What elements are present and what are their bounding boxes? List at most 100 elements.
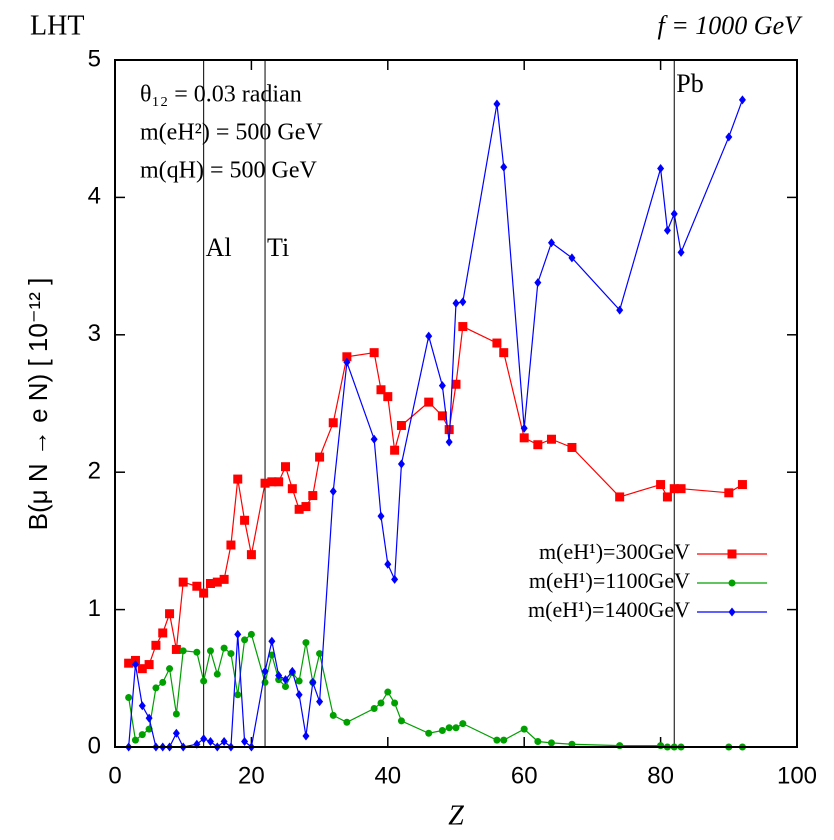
legend-marker (727, 549, 737, 559)
point (390, 445, 400, 455)
point (547, 739, 555, 747)
point (493, 99, 501, 109)
point (172, 710, 180, 718)
x-tick-label: 0 (108, 762, 121, 789)
point (219, 574, 229, 584)
point (425, 729, 433, 737)
x-tick-label: 60 (511, 762, 538, 789)
point (234, 629, 242, 639)
point (397, 459, 405, 469)
point (676, 484, 686, 494)
point (499, 348, 509, 358)
annotation: m(qH) = 500 GeV (140, 158, 318, 184)
point (459, 720, 467, 728)
point (267, 477, 277, 487)
point (425, 331, 433, 341)
point (287, 484, 297, 494)
point (295, 677, 303, 685)
point (246, 550, 256, 560)
point (131, 736, 139, 744)
point (534, 278, 542, 288)
x-tick-label: 80 (647, 762, 674, 789)
point (213, 670, 221, 678)
point (343, 357, 351, 367)
point (342, 352, 352, 362)
point (519, 433, 529, 443)
point (193, 648, 201, 656)
x-tick-label: 20 (238, 762, 265, 789)
point (391, 574, 399, 584)
point (227, 650, 235, 658)
point (670, 209, 678, 219)
point (220, 644, 228, 652)
point (444, 425, 454, 435)
plot-frame (114, 59, 798, 748)
point (206, 647, 214, 655)
point (159, 678, 167, 686)
point (616, 305, 624, 315)
series-line (128, 99, 744, 749)
point (288, 666, 296, 676)
point (377, 511, 385, 521)
point (138, 701, 146, 711)
y-tick-label: 1 (88, 595, 101, 622)
y-tick-label: 0 (88, 732, 101, 759)
reference-label: Ti (267, 233, 289, 262)
point (663, 225, 671, 235)
point (302, 731, 310, 741)
point (437, 411, 447, 421)
legend-label: m(eH¹)=1100GeV (529, 568, 690, 593)
point (370, 705, 378, 713)
point (166, 665, 174, 673)
point (281, 462, 290, 472)
y-tick-label: 3 (88, 320, 101, 347)
point (247, 630, 255, 638)
point (308, 491, 318, 501)
point (452, 298, 460, 308)
point (500, 736, 508, 744)
point (459, 297, 467, 307)
point (424, 397, 434, 407)
point (452, 724, 460, 732)
point (737, 480, 747, 490)
point (377, 699, 385, 707)
point (724, 488, 734, 498)
point (397, 717, 405, 725)
point (396, 420, 406, 430)
point (261, 666, 269, 676)
point (376, 385, 386, 395)
point (137, 664, 147, 674)
point (179, 647, 187, 655)
point (492, 338, 502, 348)
point (200, 734, 208, 744)
point (533, 440, 543, 450)
point (500, 162, 508, 172)
point (309, 677, 317, 687)
y-axis-label: B(μ N → e N) [ 10⁻¹² ] (23, 278, 53, 531)
point (151, 640, 161, 650)
point (302, 639, 310, 647)
point (192, 581, 202, 591)
point (328, 418, 338, 428)
point (656, 480, 666, 490)
x-tick-label: 100 (777, 762, 817, 789)
point (369, 348, 379, 358)
reference-label: Al (206, 233, 232, 262)
point (725, 132, 733, 142)
point (669, 484, 679, 494)
series-line (128, 325, 743, 670)
point (534, 738, 542, 746)
point (329, 486, 337, 496)
point (165, 609, 175, 619)
point (677, 247, 685, 257)
point (329, 711, 337, 719)
point (657, 742, 665, 750)
point (144, 660, 154, 670)
title-right: f = 1000 GeV (658, 11, 804, 40)
point (240, 515, 250, 525)
point (138, 731, 146, 739)
point (294, 504, 304, 514)
legend-marker (728, 607, 736, 617)
point (493, 736, 501, 744)
point (383, 392, 393, 402)
